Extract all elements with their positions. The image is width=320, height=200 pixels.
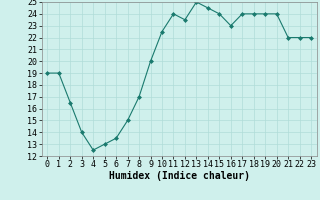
X-axis label: Humidex (Indice chaleur): Humidex (Indice chaleur): [109, 171, 250, 181]
